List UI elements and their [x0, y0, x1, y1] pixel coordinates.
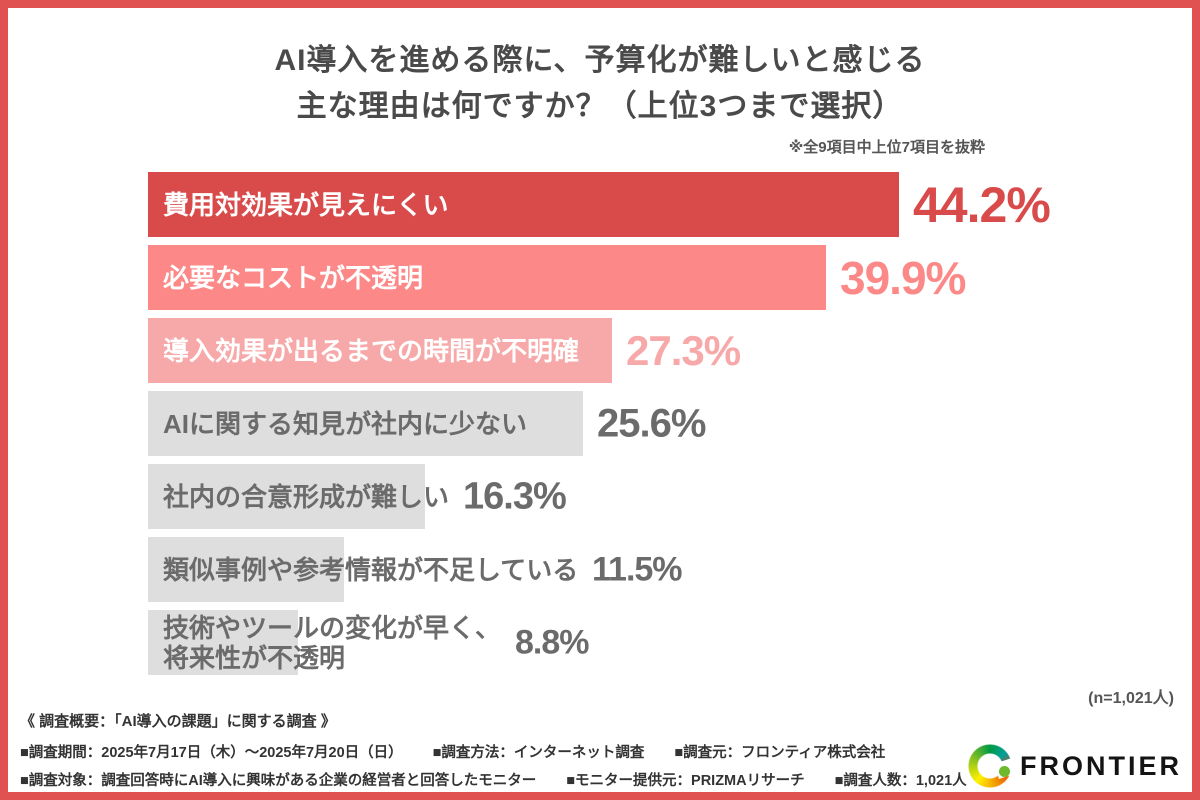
chart-title-line1: AI導入を進める際に、予算化が難しいと感じる [274, 44, 926, 77]
bar-row: 必要なコストが不透明 39.9% [148, 245, 1188, 310]
bar-category-label: 必要なコストが不透明 [163, 262, 424, 293]
bar-value: 16.3% [463, 475, 567, 517]
bar-row: 類似事例や参考情報が不足している 11.5% [148, 537, 1188, 602]
survey-detail-item: ■調査人数：1,021人 [834, 773, 967, 789]
bar-category-label: 社内の合意形成が難しい [163, 481, 450, 512]
survey-detail-item: ■調査元：フロンティア株式会社 [674, 745, 886, 761]
chart-note: ※全9項目中上位7項目を抜粋 [788, 139, 985, 156]
bar-category-label: 技術やツールの変化が早く、 将来性が不透明 [163, 612, 502, 673]
frontier-logo-icon [968, 744, 1020, 788]
bar-chart: 費用対効果が見えにくい 44.2% 必要なコストが不透明 39.9% 導入効果が出るまで… [148, 172, 1188, 682]
survey-detail-item: ■調査方法：インターネット調査 [432, 745, 645, 761]
bar [148, 464, 425, 529]
logo-green-dot [999, 766, 1010, 777]
bar-category-label: 類似事例や参考情報が不足している [163, 554, 579, 585]
bar-category-label: 導入効果が出るまでの時間が不明確 [163, 335, 580, 366]
survey-overview-heading: 《 調査概要：「AI導入の課題」に関する調査 》 [20, 713, 336, 730]
bar-row: 社内の合意形成が難しい 16.3% [148, 464, 1188, 529]
bar-value: 8.8% [515, 623, 589, 661]
bar [148, 391, 583, 456]
survey-detail-item: ■調査期間：2025年7月17日（木）～2025年7月20日（日） [20, 745, 403, 761]
bar-category-label: AIに関する知見が社内に少ない [163, 408, 528, 439]
bar-row: 費用対効果が見えにくい 44.2% [148, 172, 1188, 237]
bar-row: 導入効果が出るまでの時間が不明確 27.3% [148, 318, 1188, 383]
survey-detail-item: ■モニター提供元：PRIZMAリサーチ [566, 773, 805, 789]
sample-size-label: (n=1,021人) [1088, 690, 1174, 707]
bar-value: 27.3% [626, 326, 741, 374]
bar-row: 技術やツールの変化が早く、 将来性が不透明 8.8% [148, 610, 1188, 675]
chart-title-line2: 主な理由は何ですか？（上位3つまで選択） [296, 90, 904, 123]
bar [148, 172, 899, 237]
bar [148, 610, 298, 675]
bar-value: 39.9% [840, 251, 966, 304]
bar [148, 318, 612, 383]
bar-value: 11.5% [592, 550, 683, 588]
survey-detail-line-2: ■調査対象：調査回答時にAI導入に興味がある企業の経営者と回答したモニター ■モニ… [20, 769, 967, 790]
frontier-logo-text: FRONTIER [1020, 750, 1182, 781]
bar [148, 537, 344, 602]
bar-value: 25.6% [597, 401, 706, 445]
survey-detail-item: ■調査対象：調査回答時にAI導入に興味がある企業の経営者と回答したモニター [20, 773, 537, 789]
survey-overview: 《 調査概要：「AI導入の課題」に関する調査 》 ■調査期間：2025年7月17… [20, 710, 967, 797]
chart-title: AI導入を進める際に、予算化が難しいと感じる 主な理由は何ですか？（上位3つまで… [0, 38, 1200, 130]
frontier-logo: FRONTIER [968, 744, 1182, 788]
bar-row: AIに関する知見が社内に少ない 25.6% [148, 391, 1188, 456]
bar [148, 245, 826, 310]
bar-category-label: 費用対効果が見えにくい [163, 189, 449, 220]
bar-value: 44.2% [913, 176, 1051, 233]
survey-detail-line-1: ■調査期間：2025年7月17日（木）～2025年7月20日（日） ■調査方法：イ… [20, 741, 967, 762]
